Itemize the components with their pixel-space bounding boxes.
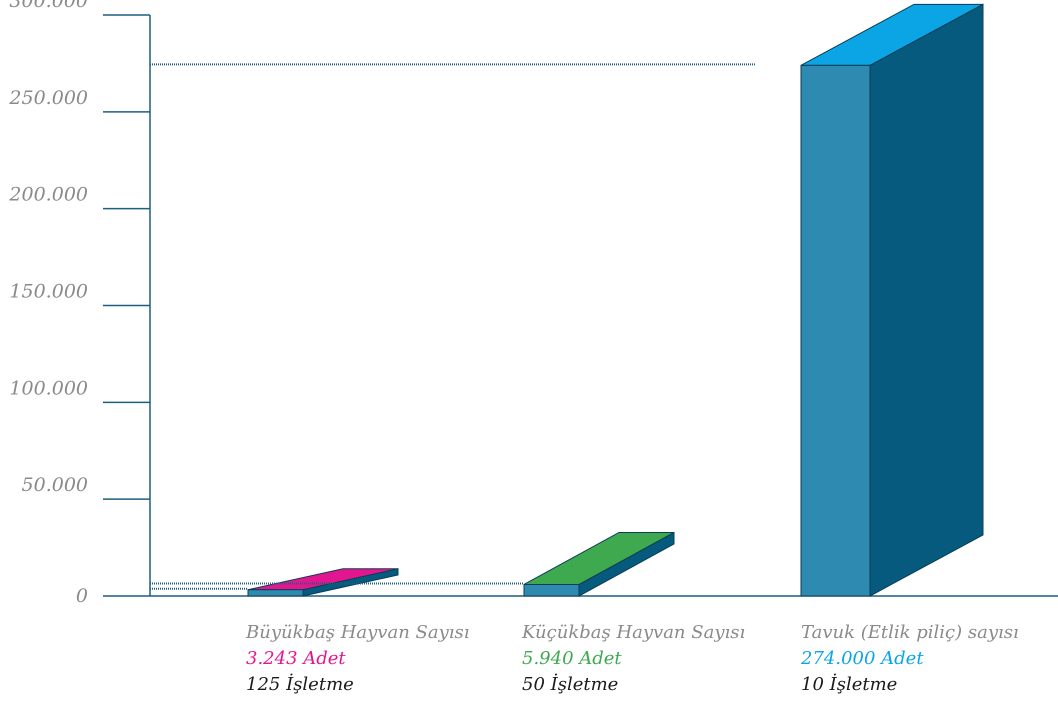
bar-front-face bbox=[247, 589, 304, 597]
y-tick-label: 150.000 bbox=[9, 281, 88, 303]
category-block-3: Tavuk (Etlik piliç) sayısı 274.000 Adet … bbox=[801, 620, 1019, 698]
business-count-label: 10 İşletme bbox=[801, 674, 898, 695]
category-label: Tavuk (Etlik piliç) sayısı bbox=[801, 622, 1019, 643]
y-tick-label: 100.000 bbox=[9, 377, 88, 399]
business-count-label: 125 İşletme bbox=[246, 674, 354, 695]
bar-front-face bbox=[523, 583, 580, 597]
business-count-label: 50 İşletme bbox=[522, 674, 619, 695]
category-block-1: Büyükbaş Hayvan Sayısı 3.243 Adet 125 İş… bbox=[246, 620, 470, 698]
bar-side-face bbox=[869, 3, 984, 597]
y-tick-label: 300.000 bbox=[9, 0, 88, 12]
category-label: Büyükbaş Hayvan Sayısı bbox=[246, 622, 470, 643]
y-tick-label: 250.000 bbox=[8, 87, 88, 109]
bar-front-face bbox=[800, 64, 871, 597]
y-tick-label: 50.000 bbox=[22, 474, 88, 496]
category-label: Küçükbaş Hayvan Sayısı bbox=[522, 622, 746, 643]
value-label: 3.243 Adet bbox=[246, 648, 346, 669]
category-block-2: Küçükbaş Hayvan Sayısı 5.940 Adet 50 İşl… bbox=[522, 620, 745, 698]
value-label: 5.940 Adet bbox=[522, 648, 622, 669]
y-tick-label: 0 bbox=[76, 585, 88, 607]
value-label: 274.000 Adet bbox=[801, 648, 924, 669]
y-tick-label: 200.000 bbox=[8, 184, 88, 206]
